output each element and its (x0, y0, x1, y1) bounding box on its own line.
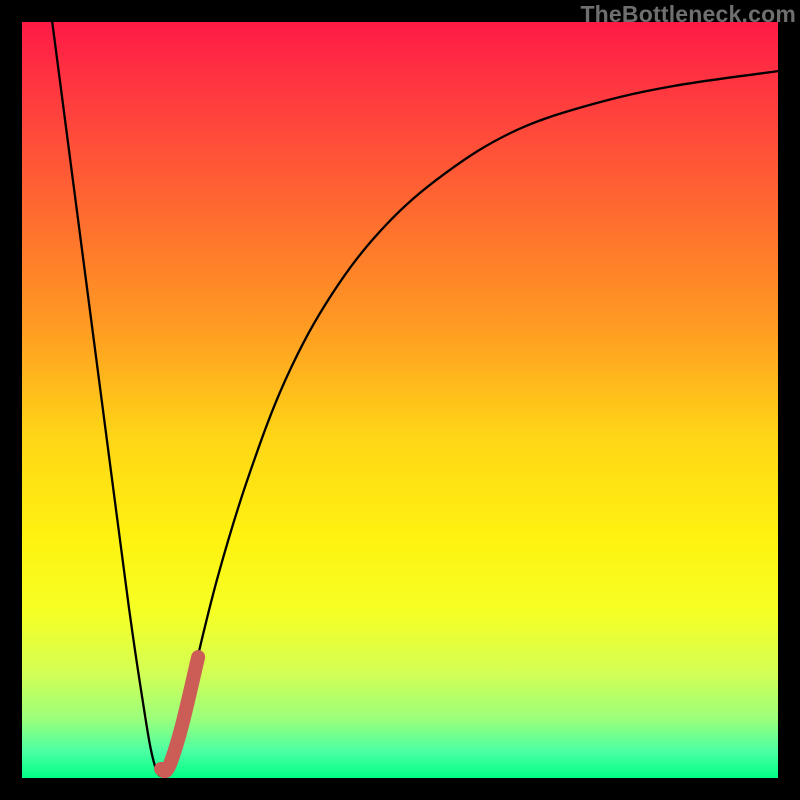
watermark-text: TheBottleneck.com (580, 1, 796, 28)
curve-layer (22, 22, 778, 778)
plot-area (22, 22, 778, 778)
chart-container: { "chart": { "type": "line", "canvas": {… (0, 0, 800, 800)
series-main_curve (52, 22, 778, 776)
series-highlight_segment (161, 657, 198, 771)
